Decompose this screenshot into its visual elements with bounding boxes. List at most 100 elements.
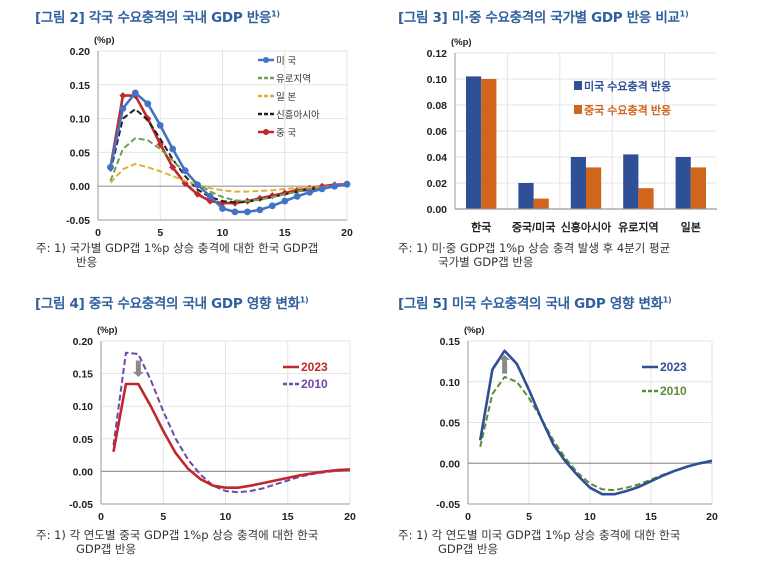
y-tick-label: 0.00 bbox=[70, 181, 91, 193]
data-point bbox=[181, 167, 189, 175]
legend-marker bbox=[263, 129, 269, 135]
footnote-mark: 1) bbox=[662, 295, 672, 305]
title-text: [그림 4] 중국 수요충격의 국내 GDP 영향 변화 bbox=[35, 296, 300, 312]
bar bbox=[623, 154, 639, 209]
x-tick-label: 10 bbox=[217, 227, 229, 239]
legend-label: 2023 bbox=[660, 360, 687, 374]
legend-swatch bbox=[574, 105, 582, 114]
data-point bbox=[206, 192, 214, 200]
x-tick-label: 5 bbox=[160, 511, 166, 523]
y-tick-label: 0.00 bbox=[440, 458, 461, 470]
legend-swatch bbox=[574, 81, 582, 90]
data-point bbox=[331, 182, 338, 190]
legend-label: 미국 수요충격 반응 bbox=[584, 79, 671, 93]
bar bbox=[570, 157, 586, 209]
data-point bbox=[169, 145, 177, 153]
y-tick-label: 0.10 bbox=[73, 401, 94, 413]
arrow-up-icon bbox=[499, 354, 511, 374]
y-tick-label: 0.04 bbox=[427, 152, 448, 164]
x-tick-label: 0 bbox=[465, 511, 471, 523]
data-point bbox=[194, 190, 202, 198]
note-line: 주: 1) 각 연도별 미국 GDP갭 1%p 상승 충격에 대한 한국 bbox=[398, 528, 681, 542]
bar bbox=[518, 183, 534, 209]
data-point bbox=[281, 197, 289, 205]
x-tick-label: 20 bbox=[344, 511, 356, 523]
x-tick-label: 0 bbox=[98, 511, 104, 523]
legend-label: 일 본 bbox=[276, 92, 296, 103]
y-tick-label: 0.05 bbox=[440, 418, 461, 430]
y-tick-label: 0.15 bbox=[70, 80, 91, 92]
bar bbox=[690, 167, 706, 209]
legend-label: 2023 bbox=[301, 360, 328, 374]
x-tick-label: 15 bbox=[282, 511, 294, 523]
data-point bbox=[268, 202, 276, 210]
x-tick-label: 0 bbox=[95, 227, 101, 239]
series-line bbox=[109, 162, 348, 193]
note-line: 주: 1) 미·중 GDP갭 1%p 상승 충격 발생 후 4분기 평균 bbox=[398, 241, 671, 255]
data-point bbox=[131, 89, 139, 97]
data-point bbox=[256, 206, 264, 214]
note-line: 주: 1) 국가별 GDP갭 1%p 상승 충격에 대한 한국 GDP갭 bbox=[36, 241, 319, 255]
x-tick-label: 15 bbox=[645, 511, 657, 523]
note-line: 주: 1) 각 연도별 중국 GDP갭 1%p 상승 충격에 대한 한국 bbox=[36, 528, 319, 542]
x-category-label: 중국/미국 bbox=[512, 220, 556, 234]
data-point bbox=[343, 180, 351, 188]
data-point bbox=[119, 105, 127, 112]
figure-3-note: 주: 1) 미·중 GDP갭 1%p 상승 충격 발생 후 4분기 평균 국가별 … bbox=[398, 241, 670, 269]
legend-label: 2010 bbox=[301, 377, 328, 391]
x-tick-label: 10 bbox=[220, 511, 232, 523]
figure-5-title: [그림 5] 미국 수요충격의 국내 GDP 영향 변화1) bbox=[398, 292, 672, 313]
figure-4-note: 주: 1) 각 연도별 중국 GDP갭 1%p 상승 충격에 대한 한국 GDP갭… bbox=[36, 528, 318, 556]
data-point bbox=[219, 205, 226, 212]
y-axis-unit: (%p) bbox=[97, 325, 118, 336]
y-tick-label: 0.06 bbox=[427, 126, 448, 138]
y-tick-label: 0.05 bbox=[73, 434, 94, 446]
y-tick-label: 0.15 bbox=[73, 369, 94, 381]
footnote-mark: 1) bbox=[271, 9, 280, 19]
arrow-down-icon bbox=[132, 360, 144, 377]
data-point bbox=[107, 163, 114, 171]
series-line bbox=[109, 108, 348, 204]
figure-2-note: 주: 1) 국가별 GDP갭 1%p 상승 충격에 대한 한국 GDP갭 반응 bbox=[36, 241, 318, 269]
y-tick-label: 0.12 bbox=[427, 48, 448, 60]
x-tick-label: 20 bbox=[706, 511, 718, 523]
figure-2-title: [그림 2] 각국 수요충격의 국내 GDP 반응1) bbox=[35, 6, 280, 27]
footnote-mark: 1) bbox=[299, 295, 309, 305]
bar bbox=[481, 79, 497, 209]
x-tick-label: 20 bbox=[341, 227, 353, 239]
figure-4-title: [그림 4] 중국 수요충격의 국내 GDP 영향 변화1) bbox=[35, 292, 309, 313]
x-tick-label: 5 bbox=[157, 227, 163, 239]
y-axis-unit: (%p) bbox=[464, 325, 485, 336]
note-line: 반응 bbox=[76, 255, 98, 269]
chart-2: -0.05 0.00 0.05 0.10 0.15 0.20(%p) 0 5 10 15 20 미 국… bbox=[66, 35, 353, 239]
data-point bbox=[194, 181, 202, 189]
series-line bbox=[112, 382, 351, 490]
data-point bbox=[144, 100, 152, 108]
y-tick-label: 0.02 bbox=[427, 178, 448, 190]
data-point bbox=[231, 208, 239, 216]
legend-label: 중 국 bbox=[276, 128, 296, 139]
chart-5: -0.05 0.00 0.05 0.10 0.15(%p) 0 5 10 15 20 2023 201… bbox=[436, 325, 718, 523]
data-point bbox=[306, 188, 314, 196]
legend-label: 유로지역 bbox=[276, 74, 311, 85]
data-point bbox=[318, 185, 326, 193]
title-text: [그림 2] 각국 수요충격의 국내 GDP 반응 bbox=[35, 10, 272, 26]
data-point bbox=[169, 163, 177, 171]
data-point bbox=[293, 192, 301, 200]
y-tick-label: 0.20 bbox=[70, 46, 91, 58]
chart-4: -0.05 0.00 0.05 0.10 0.15 0.20(%p) 0 5 10 15 20 202… bbox=[69, 325, 356, 523]
data-point bbox=[119, 92, 127, 100]
bar bbox=[638, 188, 654, 209]
note-line: GDP갭 반응 bbox=[438, 542, 499, 556]
y-tick-label: 0.20 bbox=[73, 336, 94, 348]
y-tick-label: 0.05 bbox=[70, 147, 91, 159]
x-category-label: 신흥아시아 bbox=[561, 220, 612, 234]
legend-label: 신흥아시아 bbox=[276, 109, 320, 121]
bar bbox=[586, 167, 602, 209]
legend-label: 중국 수요충격 반응 bbox=[584, 103, 671, 117]
y-tick-label: 0.10 bbox=[427, 74, 448, 86]
footnote-mark: 1) bbox=[679, 9, 689, 19]
title-text: [그림 3] 미·중 수요충격의 국가별 GDP 반응 비교 bbox=[398, 10, 680, 26]
legend-label: 2010 bbox=[660, 384, 687, 398]
